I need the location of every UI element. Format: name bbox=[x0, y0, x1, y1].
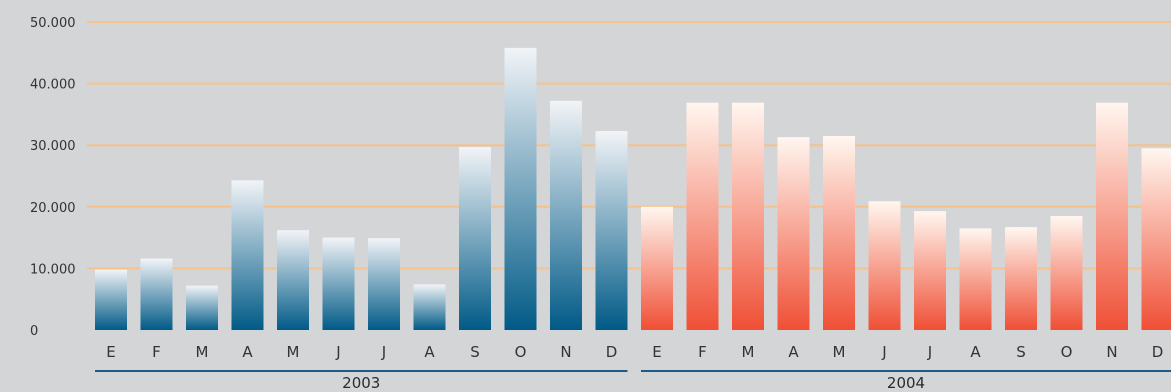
x-tick-label: J bbox=[335, 343, 340, 361]
y-tick-label: 0 bbox=[30, 324, 38, 339]
bar bbox=[186, 285, 218, 330]
x-tick-label: M bbox=[833, 343, 846, 361]
x-tick-label: E bbox=[106, 343, 115, 361]
x-tick-label: D bbox=[1152, 343, 1164, 361]
bar bbox=[959, 228, 992, 330]
bar bbox=[1005, 227, 1037, 330]
x-tick-label: J bbox=[927, 343, 932, 361]
bar bbox=[140, 258, 173, 330]
x-tick-label: S bbox=[1016, 343, 1026, 361]
y-tick-label: 20.000 bbox=[30, 201, 76, 216]
bar bbox=[413, 284, 446, 330]
x-tick-label: N bbox=[1106, 343, 1117, 361]
bar bbox=[322, 237, 355, 330]
bar bbox=[550, 100, 582, 331]
bar bbox=[595, 131, 628, 330]
x-tick-label: J bbox=[381, 343, 386, 361]
bar bbox=[777, 137, 810, 330]
x-tick-label: O bbox=[1061, 343, 1073, 361]
x-tick-label: A bbox=[970, 343, 981, 361]
group-label: 2003 bbox=[342, 374, 380, 392]
x-tick-label: N bbox=[560, 343, 571, 361]
x-tick-label: A bbox=[242, 343, 253, 361]
group-label: 2004 bbox=[887, 374, 925, 392]
bar bbox=[459, 147, 491, 330]
bar bbox=[732, 102, 764, 330]
x-tick-label: E bbox=[652, 343, 661, 361]
bar bbox=[1050, 216, 1083, 330]
x-tick-label: D bbox=[606, 343, 618, 361]
x-tick-label: S bbox=[470, 343, 480, 361]
bar bbox=[868, 201, 901, 330]
y-tick-label: 50.000 bbox=[30, 16, 76, 31]
bar bbox=[914, 211, 946, 330]
y-tick-label: 10.000 bbox=[30, 262, 76, 277]
y-tick-label: 30.000 bbox=[30, 139, 76, 154]
bar bbox=[823, 135, 855, 330]
bar bbox=[641, 206, 673, 330]
x-tick-label: A bbox=[424, 343, 435, 361]
x-tick-label: A bbox=[788, 343, 799, 361]
x-tick-label: M bbox=[742, 343, 755, 361]
x-tick-label: F bbox=[152, 343, 161, 361]
y-tick-label: 40.000 bbox=[30, 78, 76, 93]
bar bbox=[686, 102, 719, 330]
bar bbox=[277, 230, 309, 330]
x-tick-label: F bbox=[698, 343, 707, 361]
bar bbox=[1141, 148, 1171, 330]
bar bbox=[1096, 102, 1128, 330]
bar bbox=[95, 269, 127, 330]
x-tick-label: J bbox=[881, 343, 886, 361]
bar bbox=[504, 47, 537, 330]
x-tick-label: M bbox=[287, 343, 300, 361]
bar bbox=[368, 238, 400, 330]
x-tick-label: M bbox=[196, 343, 209, 361]
x-tick-label: O bbox=[515, 343, 527, 361]
bar bbox=[231, 180, 264, 330]
